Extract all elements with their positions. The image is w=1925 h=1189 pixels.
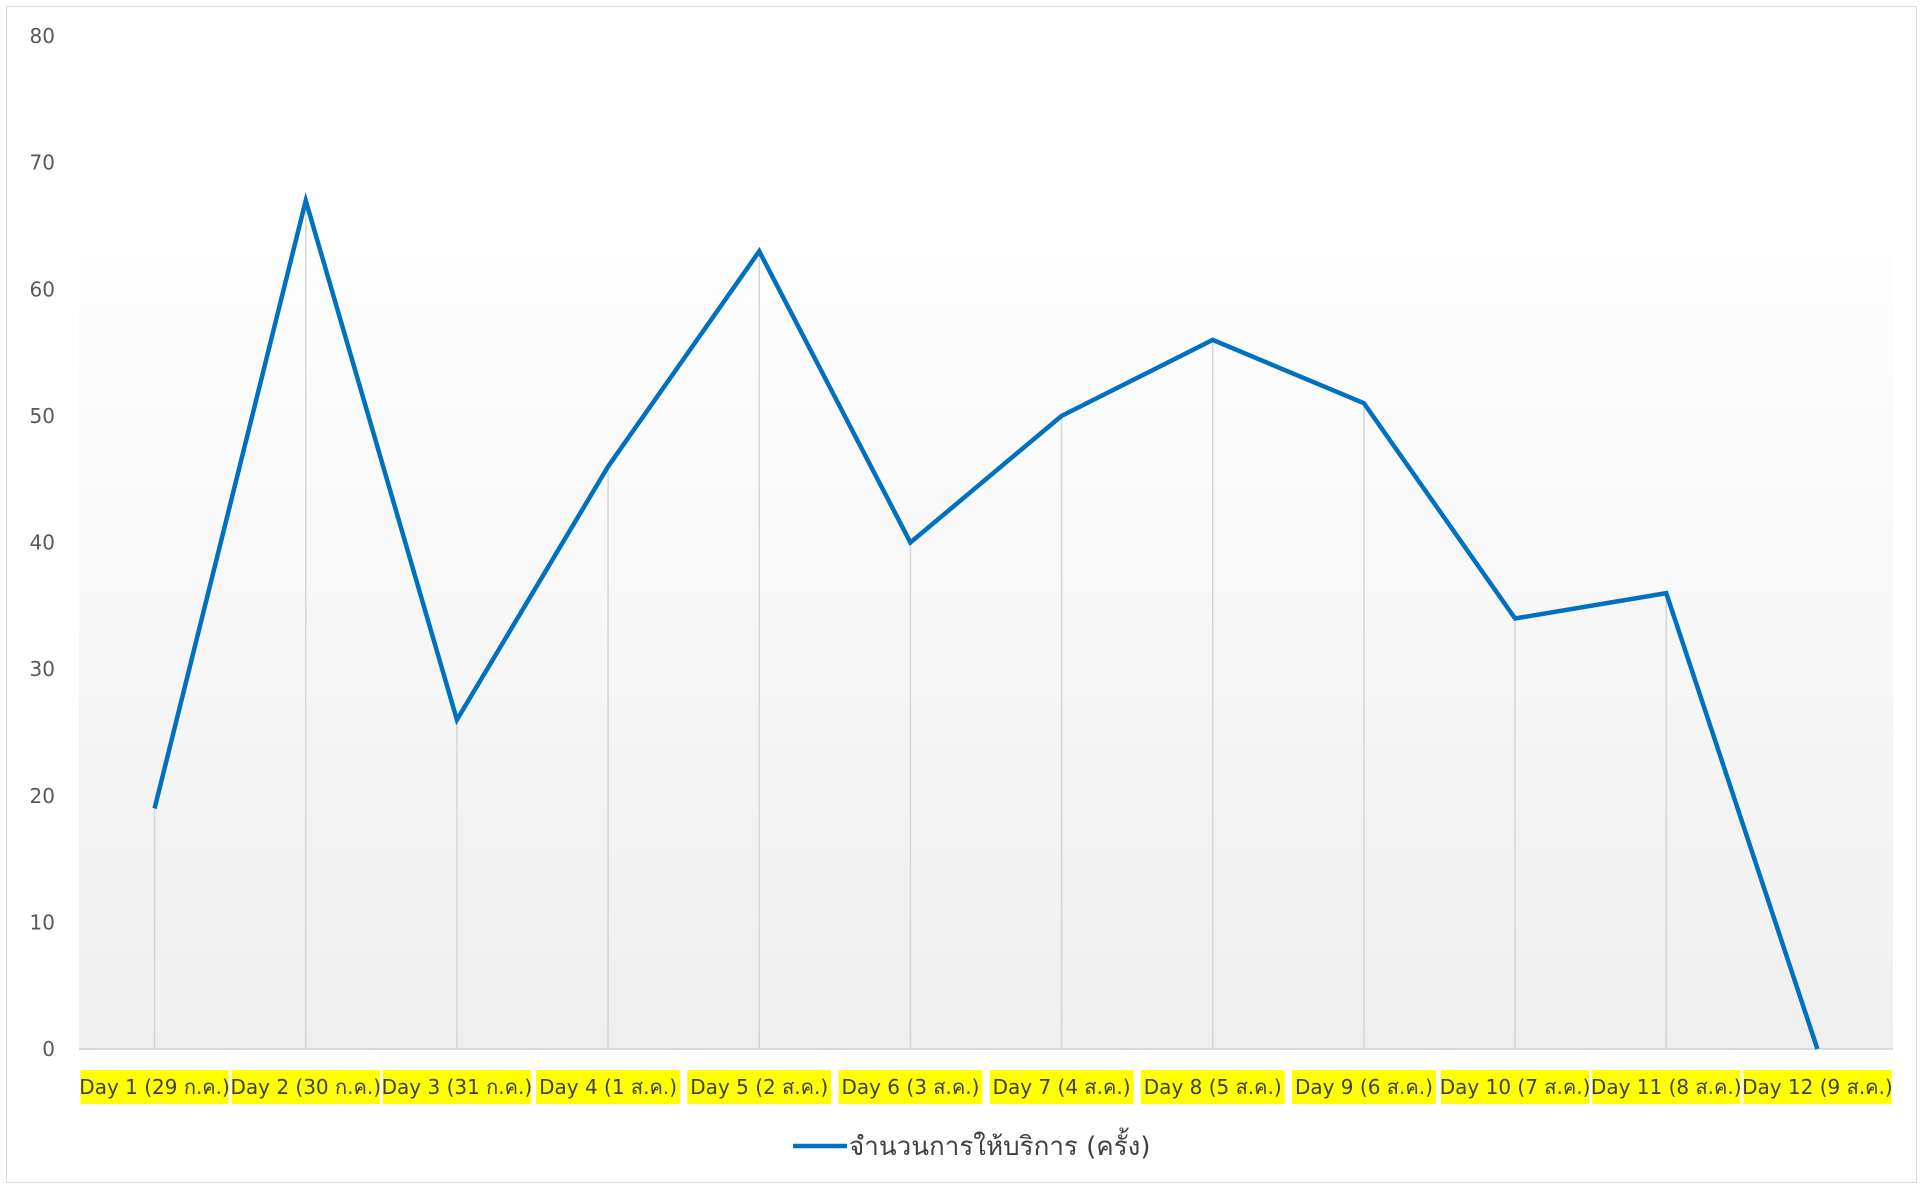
x-tick-highlight xyxy=(989,1070,1134,1104)
x-tick-label: Day 9 (6 ส.ค.) xyxy=(1295,1075,1433,1099)
x-tick-highlight xyxy=(382,1070,531,1104)
y-tick-label: 20 xyxy=(30,784,55,808)
x-tick-highlight xyxy=(1140,1070,1285,1104)
x-tick-label: Day 4 (1 ส.ค.) xyxy=(539,1075,677,1099)
x-tick-label: Day 7 (4 ส.ค.) xyxy=(993,1075,1131,1099)
x-tick-label: Day 5 (2 ส.ค.) xyxy=(690,1075,828,1099)
x-tick-label: Day 6 (3 ส.ค.) xyxy=(841,1075,979,1099)
legend-label: จำนวนการให้บริการ (ครั้ง) xyxy=(849,1127,1151,1162)
x-tick-highlight xyxy=(1743,1070,1892,1104)
x-tick-label: Day 3 (31 ก.ค.) xyxy=(382,1075,533,1099)
x-tick-label: Day 2 (30 ก.ค.) xyxy=(230,1075,381,1099)
y-tick-label: 80 xyxy=(30,24,55,48)
x-tick-label: Day 1 (29 ก.ค.) xyxy=(79,1075,230,1099)
x-tick-highlight xyxy=(687,1070,832,1104)
x-tick-highlight xyxy=(1291,1070,1436,1104)
x-tick-label: Day 10 (7 ส.ค.) xyxy=(1440,1075,1591,1099)
x-axis-ticks: Day 1 (29 ก.ค.) Day 2 (30 ก.ค.) Day 3 (31 … xyxy=(79,1075,1892,1099)
plot-area-background xyxy=(79,172,1893,1049)
x-tick-label: Day 11 (8 ส.ค.) xyxy=(1591,1075,1742,1099)
y-tick-label: 30 xyxy=(30,657,55,681)
y-tick-label: 70 xyxy=(30,151,55,175)
x-tick-highlight xyxy=(838,1070,983,1104)
x-tick-highlight xyxy=(1441,1070,1590,1104)
drop-lines xyxy=(153,200,1667,1049)
x-tick-highlight xyxy=(80,1070,229,1104)
x-tick-label: Day 12 (9 ส.ค.) xyxy=(1742,1075,1893,1099)
y-tick-label: 0 xyxy=(42,1037,55,1061)
y-tick-label: 10 xyxy=(30,910,55,934)
x-tick-highlight xyxy=(1592,1070,1741,1104)
line-chart: 0 10 20 30 40 50 60 70 80 Day 1 (29 ก.ค.) Day 2 (… xyxy=(30,24,1893,1162)
x-tick-label: Day 8 (5 ส.ค.) xyxy=(1144,1075,1282,1099)
series-line xyxy=(152,191,1820,1050)
y-axis-ticks: 0 10 20 30 40 50 60 70 80 xyxy=(30,24,55,1061)
x-tick-highlight xyxy=(231,1070,380,1104)
y-tick-label: 40 xyxy=(30,531,55,555)
chart-frame: 0 10 20 30 40 50 60 70 80 Day 1 (29 ก.ค.) Day 2 (… xyxy=(6,6,1917,1183)
x-axis-tick-highlights xyxy=(80,1070,1892,1104)
x-tick-highlight xyxy=(536,1070,681,1104)
y-tick-label: 50 xyxy=(30,404,55,428)
y-tick-label: 60 xyxy=(30,277,55,301)
legend: จำนวนการให้บริการ (ครั้ง) xyxy=(793,1127,1151,1162)
